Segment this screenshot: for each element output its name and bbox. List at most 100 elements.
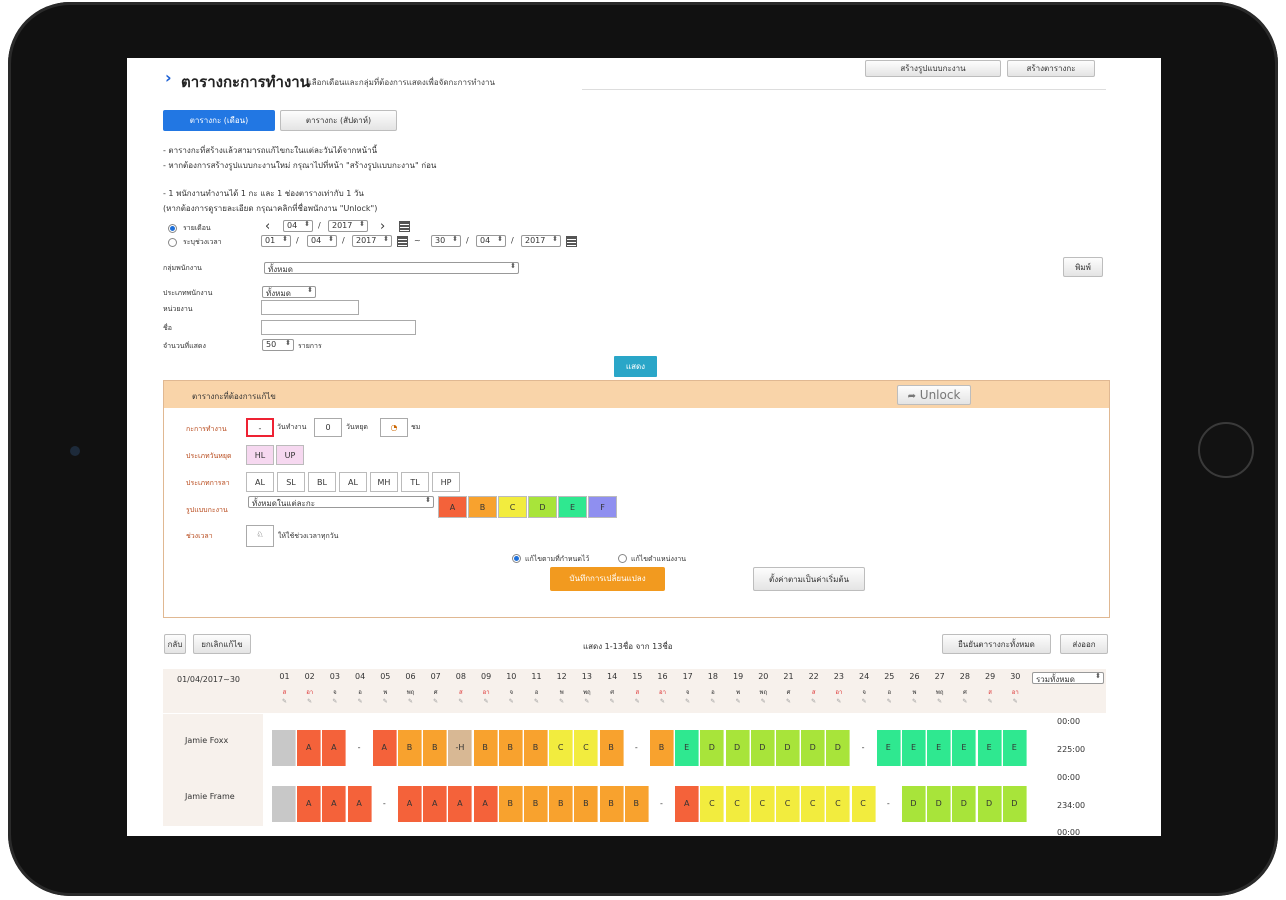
from-month-select[interactable]: 04 — [307, 235, 337, 247]
leave-type-chip[interactable]: TL — [401, 472, 429, 492]
shift-cell[interactable]: D — [902, 786, 926, 822]
to-year-select[interactable]: 2017 — [521, 235, 561, 247]
leave-type-chip[interactable]: MH — [370, 472, 398, 492]
shift-cell[interactable]: D — [776, 730, 800, 766]
edit-day-icon[interactable]: ✎ — [685, 698, 691, 705]
shift-cell[interactable]: D — [927, 786, 952, 822]
edit-day-icon[interactable]: ✎ — [307, 698, 313, 705]
edit-day-icon[interactable]: ✎ — [785, 698, 792, 705]
edit-day-icon[interactable]: ✎ — [458, 698, 464, 705]
shift-cell[interactable]: B — [650, 730, 674, 766]
leave-type-chip[interactable]: SL — [277, 472, 305, 492]
home-button[interactable] — [1198, 422, 1254, 478]
shift-cell[interactable]: D — [700, 730, 725, 766]
pattern-select[interactable]: ทั้งหมดในแต่ละกะ — [248, 496, 434, 508]
pattern-chip[interactable]: F — [588, 496, 617, 518]
back-button[interactable]: กลับ — [164, 634, 186, 654]
shift-cell[interactable]: - — [650, 786, 674, 822]
shift-cell[interactable]: B — [599, 730, 624, 766]
holiday-type-up[interactable]: UP — [276, 445, 304, 465]
edit-day-icon[interactable]: ✎ — [483, 698, 489, 705]
shift-cell[interactable]: C — [574, 730, 599, 766]
shift-cell[interactable]: - — [876, 786, 901, 822]
shift-cell[interactable]: C — [801, 786, 826, 822]
edit-day-icon[interactable]: ✎ — [710, 698, 716, 705]
shift-cell[interactable]: B — [549, 786, 574, 822]
shift-cell[interactable]: B — [498, 786, 523, 822]
save-button[interactable]: บันทึกการเปลี่ยนแปลง — [550, 567, 665, 591]
shift-cell[interactable]: E — [876, 730, 901, 766]
employee-name[interactable]: Jamie Foxx — [185, 736, 229, 745]
edit-day-icon[interactable]: ✎ — [508, 698, 514, 705]
edit-day-icon[interactable]: ✎ — [911, 698, 918, 705]
copy-button[interactable]: ยกเลิกแก้ไข — [193, 634, 251, 654]
shift-cell[interactable]: B — [574, 786, 599, 822]
edit-day-icon[interactable]: ✎ — [407, 698, 414, 705]
to-month-select[interactable]: 04 — [476, 235, 506, 247]
shift-cell[interactable]: B — [423, 730, 448, 766]
edit-day-icon[interactable]: ✎ — [559, 698, 565, 705]
to-day-select[interactable]: 30 — [431, 235, 461, 247]
shift-cell[interactable]: C — [776, 786, 800, 822]
shift-cell[interactable]: D — [750, 730, 775, 766]
edit-day-icon[interactable]: ✎ — [332, 698, 338, 705]
edit-day-icon[interactable]: ✎ — [533, 698, 540, 705]
shift-cell[interactable]: D — [826, 730, 851, 766]
from-year-select[interactable]: 2017 — [352, 235, 392, 247]
edit-day-icon[interactable]: ✎ — [634, 698, 640, 705]
show-button[interactable]: แสดง — [614, 356, 657, 377]
pattern-chip[interactable]: A — [438, 496, 467, 518]
edit-day-icon[interactable]: ✎ — [281, 698, 288, 705]
shift-cell[interactable]: E — [952, 730, 977, 766]
leave-type-chip[interactable]: AL — [339, 472, 367, 492]
pattern-chip[interactable]: E — [558, 496, 587, 518]
edit-day-icon[interactable]: ✎ — [735, 698, 741, 705]
shift-cell[interactable]: C — [826, 786, 851, 822]
edit-day-icon[interactable]: ✎ — [811, 698, 817, 705]
time-box[interactable]: ♘ — [246, 525, 274, 547]
shift-cell[interactable]: A — [372, 730, 397, 766]
shift-cell[interactable]: D — [952, 786, 977, 822]
calendar-from-icon[interactable] — [397, 236, 408, 247]
edit-day-icon[interactable]: ✎ — [861, 698, 867, 705]
shift-cell[interactable]: C — [700, 786, 725, 822]
default-button[interactable]: ตั้งค่าตามเป็นค่าเริ่มต้น — [753, 567, 865, 591]
shift-cell[interactable]: D — [977, 786, 1002, 822]
shift-cell[interactable]: B — [524, 730, 548, 766]
pattern-chip[interactable]: B — [468, 496, 497, 518]
shift-cell[interactable]: B — [498, 730, 523, 766]
unlock-button[interactable]: ➦ Unlock — [897, 385, 971, 405]
edit-day-icon[interactable]: ✎ — [937, 698, 943, 705]
shift-cell[interactable]: E — [902, 730, 926, 766]
print-button[interactable]: พิมพ์ — [1063, 257, 1103, 277]
shift-cell[interactable]: D — [1002, 786, 1027, 822]
shift-cell[interactable] — [272, 730, 296, 766]
shift-cell[interactable]: A — [675, 786, 700, 822]
from-day-select[interactable]: 01 — [261, 235, 291, 247]
shift-cell[interactable]: A — [322, 730, 347, 766]
month-select[interactable]: 04 — [283, 220, 313, 232]
edit-day-icon[interactable]: ✎ — [584, 698, 590, 705]
shift-cell[interactable]: D — [725, 730, 750, 766]
shift-cell[interactable]: C — [549, 730, 574, 766]
shift-cell[interactable]: - — [624, 730, 649, 766]
edit-day-icon[interactable]: ✎ — [609, 698, 615, 705]
radio-edit-all[interactable] — [512, 554, 521, 563]
pattern-chip[interactable]: C — [498, 496, 527, 518]
create-pattern-button[interactable]: สร้างรูปแบบกะงาน — [865, 60, 1001, 77]
shift-cell[interactable]: - — [372, 786, 397, 822]
shift-cell[interactable]: E — [977, 730, 1002, 766]
shift-cell[interactable]: A — [347, 786, 372, 822]
shift-cell[interactable]: C — [750, 786, 775, 822]
holiday-pin-icon[interactable]: ◔ — [380, 418, 408, 437]
confirm-all-button[interactable]: ยืนยันตารางกะทั้งหมด — [942, 634, 1051, 654]
shift-cell[interactable]: - — [851, 730, 876, 766]
shift-cell[interactable]: A — [398, 786, 422, 822]
calendar-to-icon[interactable] — [566, 236, 577, 247]
edit-day-icon[interactable]: ✎ — [962, 698, 968, 705]
shift-cell[interactable]: C — [725, 786, 750, 822]
name-input[interactable] — [261, 320, 416, 335]
shift-cell[interactable]: A — [423, 786, 448, 822]
dept-input[interactable] — [261, 300, 359, 315]
radio-month[interactable] — [168, 224, 177, 233]
